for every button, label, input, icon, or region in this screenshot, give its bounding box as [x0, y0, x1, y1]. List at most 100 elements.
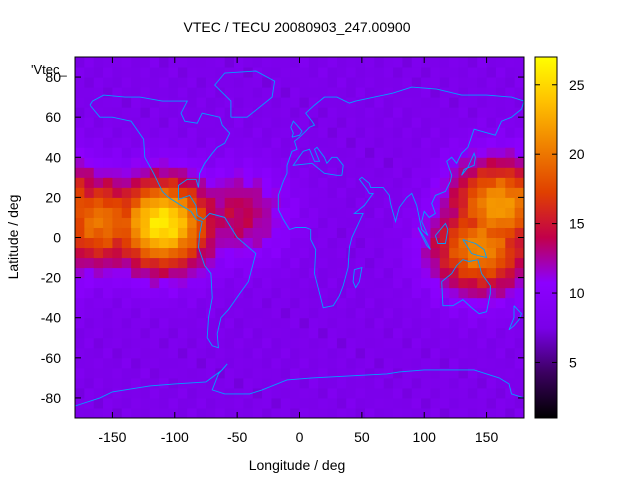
heatmap-cell	[121, 357, 132, 369]
heatmap-cell	[299, 397, 310, 409]
heatmap-cell	[411, 87, 422, 98]
heatmap-cell	[224, 77, 235, 88]
heatmap-cell	[75, 407, 85, 419]
heatmap-cell	[393, 157, 403, 168]
heatmap-cell	[336, 237, 347, 249]
heatmap-cell	[234, 127, 244, 138]
heatmap-cell	[205, 267, 216, 279]
heatmap-cell	[121, 387, 132, 399]
heatmap-cell	[411, 277, 422, 289]
heatmap-cell	[215, 297, 226, 309]
heatmap-cell	[149, 117, 160, 128]
heatmap-cell	[402, 347, 413, 359]
heatmap-cell	[84, 327, 95, 339]
heatmap-cell	[187, 127, 198, 138]
heatmap-cell	[383, 97, 394, 108]
heatmap-cell	[514, 57, 525, 68]
heatmap-cell	[168, 57, 179, 68]
heatmap-cell	[486, 207, 497, 218]
heatmap-cell	[196, 157, 207, 168]
heatmap-cell	[505, 207, 516, 218]
heatmap-cell	[93, 337, 104, 349]
heatmap-cell	[205, 97, 216, 108]
heatmap-cell	[290, 217, 300, 228]
heatmap-cell	[215, 337, 226, 349]
heatmap-cell	[243, 117, 254, 128]
heatmap-cell	[346, 337, 357, 349]
heatmap-cell	[308, 337, 319, 349]
heatmap-cell	[159, 57, 170, 68]
heatmap-cell	[168, 327, 179, 339]
heatmap-cell	[196, 147, 207, 158]
heatmap-cell	[84, 347, 95, 359]
heatmap-cell	[168, 367, 179, 379]
heatmap-cell	[467, 97, 478, 108]
heatmap-cell	[168, 117, 179, 128]
heatmap-cell	[290, 117, 300, 128]
heatmap-cell	[374, 247, 385, 259]
heatmap-cell	[196, 257, 207, 269]
heatmap-cell	[121, 167, 132, 178]
heatmap-cell	[336, 287, 347, 299]
heatmap-cell	[355, 207, 366, 218]
heatmap-cell	[439, 77, 450, 88]
heatmap-cell	[290, 57, 300, 68]
heatmap-cell	[336, 397, 347, 409]
heatmap-cell	[411, 397, 422, 409]
heatmap-cell	[271, 207, 282, 218]
heatmap-cell	[514, 177, 525, 188]
heatmap-cell	[93, 67, 104, 78]
heatmap-cell	[449, 97, 460, 108]
heatmap-cell	[364, 407, 375, 419]
heatmap-cell	[280, 187, 291, 198]
heatmap-cell	[224, 277, 235, 289]
x-tick-label: 0	[296, 429, 304, 445]
heatmap-cell	[93, 147, 104, 158]
heatmap-cell	[168, 257, 179, 269]
heatmap-cell	[224, 117, 235, 128]
y-tick-label: -80	[41, 390, 61, 406]
heatmap-cell	[140, 237, 151, 249]
heatmap-cell	[308, 297, 319, 309]
heatmap-cell	[140, 347, 151, 359]
heatmap-cell	[215, 287, 226, 299]
heatmap-cell	[514, 237, 525, 249]
heatmap-cell	[93, 177, 104, 188]
heatmap-cell	[224, 287, 235, 299]
heatmap-cell	[262, 237, 272, 249]
heatmap-cell	[168, 407, 179, 419]
heatmap-cell	[439, 407, 450, 419]
y-tick-label: 40	[45, 149, 61, 165]
heatmap-cell	[299, 67, 310, 78]
heatmap-cell	[430, 257, 441, 269]
heatmap-cell	[364, 387, 375, 399]
heatmap-cell	[252, 357, 263, 369]
heatmap-cell	[421, 297, 431, 309]
heatmap-cell	[103, 327, 113, 339]
heatmap-cell	[364, 167, 375, 178]
heatmap-cell	[131, 67, 141, 78]
heatmap-cell	[149, 237, 160, 249]
heatmap-cell	[402, 257, 413, 269]
heatmap-cell	[280, 257, 291, 269]
heatmap-cell	[393, 267, 403, 279]
heatmap-cell	[93, 307, 104, 319]
heatmap-cell	[196, 117, 207, 128]
heatmap-cell	[393, 357, 403, 369]
heatmap-cell	[458, 97, 469, 108]
heatmap-cell	[131, 377, 141, 389]
heatmap-cell	[149, 327, 160, 339]
heatmap-cell	[196, 207, 207, 218]
heatmap-cell	[346, 347, 357, 359]
heatmap-cell	[149, 67, 160, 78]
heatmap-cell	[374, 377, 385, 389]
heatmap-cell	[336, 227, 347, 238]
coastline	[214, 70, 276, 118]
heatmap-cell	[75, 207, 85, 218]
heatmap-cell	[290, 107, 300, 118]
heatmap-cell	[318, 57, 329, 68]
heatmap-cell	[93, 197, 104, 208]
heatmap-cell	[486, 197, 497, 208]
heatmap-cell	[262, 217, 272, 228]
heatmap-cell	[131, 77, 141, 88]
